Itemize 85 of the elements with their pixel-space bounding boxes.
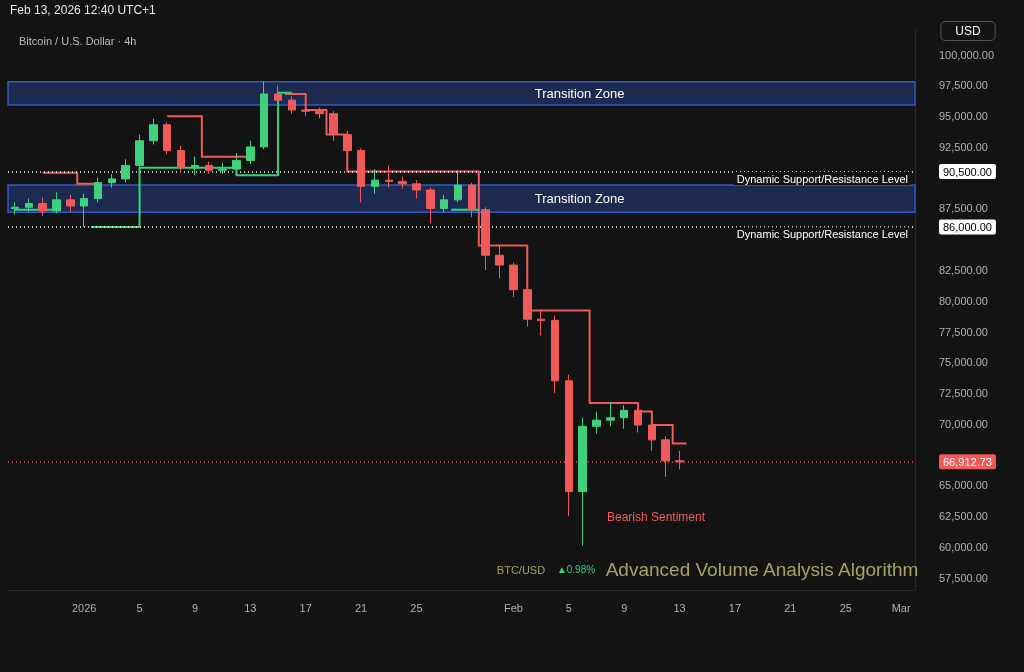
candlestick <box>52 191 61 214</box>
x-tick-label: 13 <box>673 601 686 614</box>
y-tick-label: 70,000.00 <box>939 417 988 430</box>
y-tick-label: 72,500.00 <box>939 387 988 400</box>
y-tick-label: 82,500.00 <box>939 264 988 276</box>
ref-line-label: Dynamic Support/Resistance Level <box>736 172 908 185</box>
candlestick <box>108 173 116 189</box>
candlestick <box>620 404 628 430</box>
y-tick-label: 95,000.00 <box>939 110 988 123</box>
candlestick <box>481 206 490 271</box>
candlestick <box>412 179 421 200</box>
candlestick <box>135 134 144 169</box>
candlestick <box>80 193 88 228</box>
x-tick-label: 5 <box>136 601 143 614</box>
candlestick <box>246 140 255 165</box>
band-label: Transition Zone <box>534 191 625 207</box>
annotation: Advanced Volume Analysis Algorithm <box>605 559 919 580</box>
candlestick <box>121 158 130 184</box>
y-tick-label: 90,500.00 <box>943 165 992 178</box>
candlestick <box>274 84 282 111</box>
x-tick-label: 25 <box>839 601 852 614</box>
x-tick-label: Feb <box>503 601 523 614</box>
candlestick <box>177 145 185 174</box>
y-tick-label: 60,000.00 <box>939 540 988 553</box>
y-tick-label: 92,500.00 <box>939 140 988 153</box>
candlestick <box>25 198 33 213</box>
candlestick <box>509 262 518 298</box>
y-tick-label: 86,000.00 <box>943 220 992 233</box>
y-tick-label: 80,000.00 <box>939 294 988 307</box>
candlestick <box>94 177 102 203</box>
x-tick-label: 5 <box>565 601 572 614</box>
y-tick-label: 97,500.00 <box>939 79 988 92</box>
ref-line-label: Dynamic Support/Resistance Level <box>736 227 908 240</box>
annotation: Bearish Sentiment <box>606 510 706 524</box>
x-tick-label: Mar <box>891 601 911 614</box>
candlestick <box>551 315 559 394</box>
x-tick-label: 9 <box>621 601 628 614</box>
candlestick <box>205 161 213 175</box>
candlestick <box>592 411 601 435</box>
candlestick <box>191 156 199 176</box>
band-label: Transition Zone <box>534 85 625 101</box>
candlestick <box>495 244 504 280</box>
candlestick <box>578 417 587 547</box>
x-tick-label: 2026 <box>71 601 97 614</box>
candlestick <box>329 110 338 142</box>
y-tick-label: 57,500.00 <box>939 571 988 584</box>
candlestick <box>357 147 365 203</box>
chart-title: Bitcoin / U.S. Dollar · 4h <box>19 34 137 47</box>
candlestick <box>468 182 476 218</box>
candlestick <box>218 162 227 175</box>
candlestick <box>426 187 435 224</box>
x-tick-label: 21 <box>354 601 368 614</box>
candlestick <box>371 168 379 195</box>
text: USD <box>955 24 981 38</box>
candlestick <box>66 194 75 213</box>
y-tick-label: 66,912.73 <box>943 455 992 468</box>
x-tick-label: 21 <box>784 601 797 614</box>
candlestick <box>11 201 19 216</box>
candlestick <box>260 81 268 150</box>
candlestick <box>398 175 407 190</box>
x-tick-label: 17 <box>299 601 312 614</box>
x-tick-label: 17 <box>728 601 742 614</box>
y-tick-label: 100,000.00 <box>939 48 995 61</box>
y-tick-label: 77,500.00 <box>939 325 988 338</box>
y-tick-label: 87,500.00 <box>939 202 988 215</box>
candlestick <box>454 169 462 203</box>
annotation: ▲0.98% <box>556 563 596 575</box>
candlestick <box>385 164 393 189</box>
x-tick-label: 13 <box>244 601 257 614</box>
y-tick-label: 75,000.00 <box>939 356 988 369</box>
candlestick <box>163 121 171 155</box>
text: Feb 13, 2026 12:40 UTC+1 <box>10 3 157 17</box>
y-tick-label: 62,500.00 <box>939 510 988 523</box>
x-tick-label: 25 <box>410 601 423 614</box>
candlestick <box>634 407 642 433</box>
candlestick <box>606 401 615 427</box>
candlestick <box>315 107 324 120</box>
candlestick <box>232 152 241 176</box>
candlestick <box>38 196 47 217</box>
candlestick <box>537 308 545 336</box>
annotation: BTC/USD <box>496 563 546 576</box>
candlestick <box>440 194 448 213</box>
x-tick-label: 9 <box>191 601 198 614</box>
candlestick <box>149 118 158 145</box>
y-tick-label: 65,000.00 <box>939 479 988 492</box>
